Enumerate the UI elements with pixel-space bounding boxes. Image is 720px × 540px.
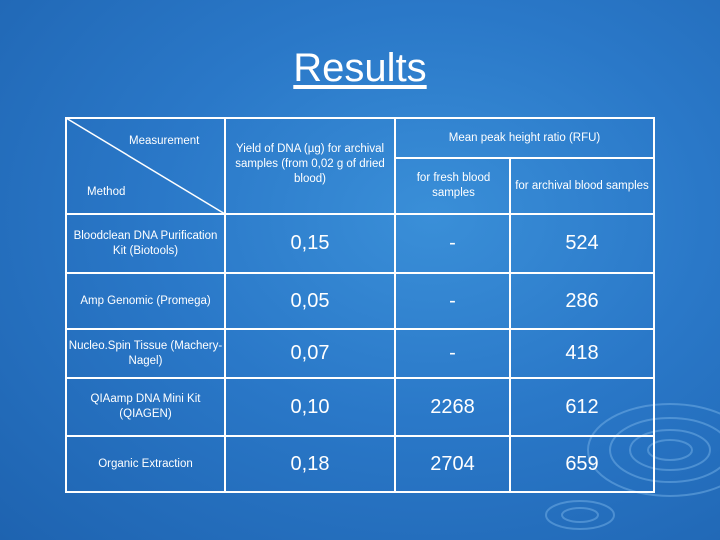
fresh-cell: - [449, 342, 456, 364]
archival-cell: 286 [565, 289, 599, 312]
yield-cell: 0,05 [290, 289, 330, 312]
archival-cell: 612 [565, 395, 599, 418]
archival-cell: 418 [565, 342, 599, 364]
archival-cell: 659 [565, 452, 599, 475]
yield-cell: 0,07 [290, 342, 330, 364]
fresh-cell: - [449, 289, 456, 312]
archival-cell: 524 [565, 232, 599, 254]
page-title: Results [293, 46, 427, 90]
method-cell: Bloodclean DNA Purification Kit (Biotool… [73, 229, 218, 257]
yield-cell: 0,10 [290, 395, 330, 418]
method-cell: Amp Genomic (Promega) [80, 294, 211, 307]
method-label: Method [87, 186, 126, 198]
method-cell: Organic Extraction [98, 457, 193, 470]
fresh-cell: - [449, 232, 456, 254]
header-diagonal-line [65, 117, 226, 215]
yield-cell: 0,18 [290, 452, 330, 475]
fresh-cell: 2704 [430, 452, 475, 475]
fresh-cell: 2268 [430, 395, 475, 418]
method-cell: QIAamp DNA Mini Kit (QIAGEN) [90, 393, 201, 420]
fresh-header: for fresh blood samples [416, 172, 491, 199]
archival-header: for archival blood samples [515, 179, 649, 192]
yield-header: Yield of DNA (µg) for archival samples (… [235, 142, 385, 185]
results-table: Measurement Method Yield of DNA (µg) for… [65, 117, 655, 493]
yield-cell: 0,15 [290, 232, 330, 254]
measurement-label: Measurement [129, 135, 200, 147]
method-cell: Nucleo.Spin Tissue (Machery-Nagel) [68, 339, 223, 367]
water-ripple-decoration [545, 403, 720, 530]
mean-peak-header: Mean peak height ratio (RFU) [448, 131, 601, 144]
